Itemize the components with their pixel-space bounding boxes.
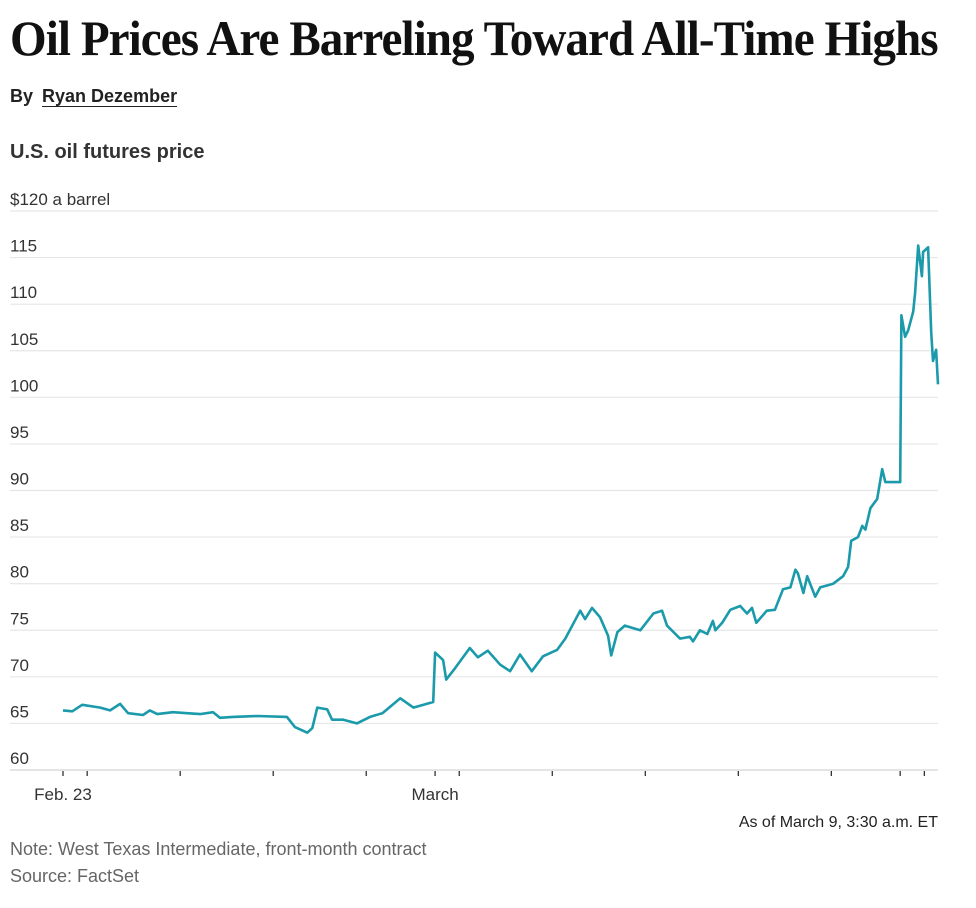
y-tick-label: 95 xyxy=(10,423,29,442)
author-link[interactable]: Ryan Dezember xyxy=(42,86,178,106)
y-tick-label: 60 xyxy=(10,749,29,768)
byline-prefix: By xyxy=(10,86,34,106)
oil-price-chart: 60 65 70 75 80 85 90 95 100 105 110 115 $120 a barre… xyxy=(10,190,940,804)
y-tick-label: 105 xyxy=(10,330,38,349)
y-tick-label: $120 a barrel xyxy=(10,190,110,209)
y-tick-label: 70 xyxy=(10,656,29,675)
x-tick-label: Feb. 23 xyxy=(34,785,92,804)
y-tick-label: 80 xyxy=(10,563,29,582)
price-line xyxy=(62,244,940,734)
y-tick-label: 100 xyxy=(10,376,38,395)
chart-source: Source: FactSet xyxy=(10,866,140,886)
chart-title: U.S. oil futures price xyxy=(10,141,205,163)
byline: By Ryan Dezember xyxy=(10,86,177,107)
headline: Oil Prices Are Barreling Toward All-Time… xyxy=(10,10,939,66)
y-tick-label: 110 xyxy=(10,283,37,302)
y-tick-label: 115 xyxy=(10,237,37,256)
x-tick-label: March xyxy=(411,785,458,804)
chart-note: Note: West Texas Intermediate, front-mon… xyxy=(10,839,427,859)
y-tick-label: 75 xyxy=(10,609,29,628)
y-tick-label: 85 xyxy=(10,516,29,535)
as-of-timestamp: As of March 9, 3:30 a.m. ET xyxy=(738,814,938,831)
gridlines xyxy=(10,210,938,771)
y-tick-label: 90 xyxy=(10,470,29,489)
x-axis: Feb. 23 March xyxy=(34,771,926,804)
y-axis-labels: 60 65 70 75 80 85 90 95 100 105 110 115 $120 a barre… xyxy=(10,190,110,768)
y-tick-label: 65 xyxy=(10,702,29,721)
